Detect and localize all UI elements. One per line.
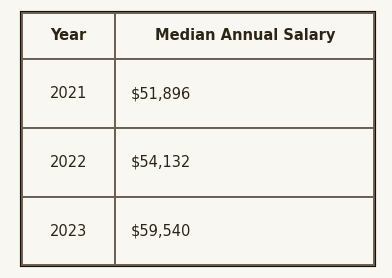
Text: $54,132: $54,132 [131,155,191,170]
Bar [115,59,374,128]
Bar [22,13,115,59]
Text: Year: Year [50,28,86,43]
Bar [22,197,115,265]
Text: 2023: 2023 [50,224,87,239]
Text: 2021: 2021 [50,86,87,101]
Text: $51,896: $51,896 [131,86,191,101]
Bar [22,128,115,197]
Bar [115,197,374,265]
Bar [22,13,374,265]
Bar [115,13,374,59]
Text: Median Annual Salary: Median Annual Salary [154,28,335,43]
Text: $59,540: $59,540 [131,224,191,239]
Text: 2022: 2022 [49,155,87,170]
Bar [115,128,374,197]
Bar [22,59,115,128]
